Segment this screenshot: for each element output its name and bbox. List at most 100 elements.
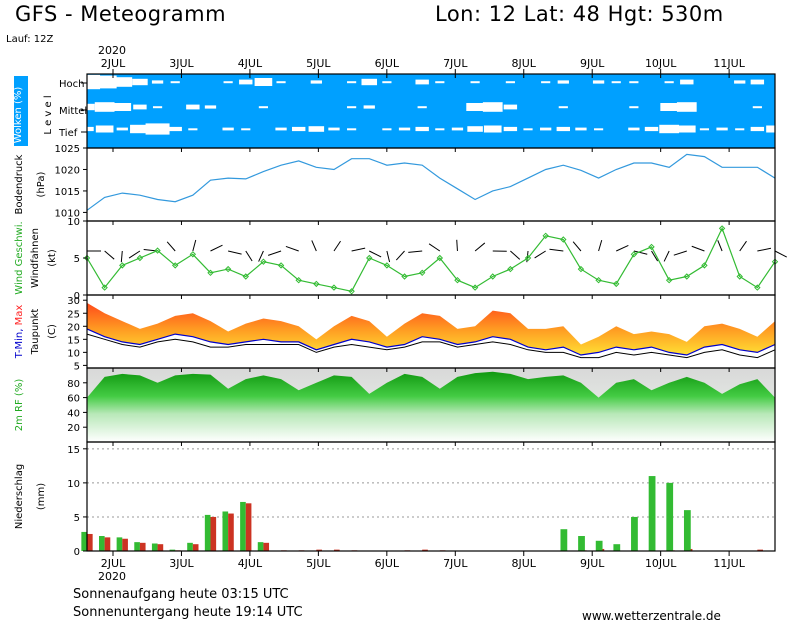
wind-point bbox=[366, 254, 373, 262]
precipitation-tick-label: 0 bbox=[74, 547, 80, 558]
wind-point bbox=[507, 265, 514, 273]
wind-point bbox=[348, 288, 355, 295]
temperature-ylabel2: Taupunkt bbox=[30, 309, 41, 356]
precip-bar bbox=[578, 536, 585, 551]
cloud-cell bbox=[276, 81, 286, 84]
precip-bar bbox=[228, 513, 234, 551]
cloud-cell bbox=[415, 79, 429, 85]
temperature-range-area bbox=[87, 302, 775, 355]
cloud-cell bbox=[541, 81, 551, 84]
cloud-cell bbox=[113, 103, 132, 111]
pressure-tick-label: 1015 bbox=[55, 187, 80, 198]
wind-barb bbox=[616, 244, 629, 252]
wind-point bbox=[189, 251, 197, 258]
precip-bar bbox=[631, 516, 638, 551]
wind-barb bbox=[311, 240, 317, 252]
precipitation-tick-label: 5 bbox=[74, 513, 80, 524]
cloud-cell bbox=[415, 126, 429, 132]
precip-bar bbox=[81, 531, 87, 551]
wind-point bbox=[771, 258, 779, 265]
precip-bar bbox=[104, 537, 111, 551]
cloud-cell bbox=[152, 106, 163, 109]
precip-bar bbox=[187, 542, 193, 551]
wind-point bbox=[630, 251, 638, 258]
cloud-cell bbox=[188, 128, 198, 131]
precip-bar bbox=[240, 501, 246, 551]
wind-barb bbox=[395, 250, 405, 261]
wind-barb bbox=[120, 250, 123, 263]
wind-barb bbox=[739, 240, 747, 252]
cloud-cell bbox=[664, 81, 674, 84]
pressure-line bbox=[86, 153, 776, 211]
precip-bar bbox=[683, 510, 691, 551]
wind-barb bbox=[386, 250, 391, 263]
cloud-cell bbox=[151, 80, 164, 84]
cloud-cell bbox=[186, 104, 200, 110]
wind-barb bbox=[673, 250, 687, 256]
cloud-level-label: Hoch bbox=[59, 79, 84, 90]
cloud-cell bbox=[482, 102, 503, 112]
precip-bar bbox=[151, 543, 158, 551]
website-credit: www.wetterzentrale.de bbox=[582, 609, 721, 623]
day-label-bottom: 9JUL bbox=[580, 557, 605, 570]
cloud-cell bbox=[417, 106, 427, 109]
year-top: 2020 bbox=[98, 44, 126, 57]
temperature-ylabel: T-Min, Max bbox=[14, 305, 25, 360]
day-label-bottom: 11JUL bbox=[713, 557, 745, 570]
cloud-cell bbox=[735, 128, 745, 131]
precip-bar bbox=[204, 514, 211, 551]
precip-bar bbox=[98, 536, 105, 551]
precip-bar bbox=[192, 544, 199, 551]
cloud-cell bbox=[628, 127, 640, 131]
wind-point bbox=[736, 273, 743, 280]
cloud-cell bbox=[483, 125, 502, 133]
wind-ylabel: Wind Geschwi. bbox=[14, 221, 25, 294]
wind-point bbox=[154, 247, 161, 254]
wind-frame bbox=[86, 220, 776, 296]
precip-unit: (mm) bbox=[36, 483, 47, 510]
precip-bar bbox=[116, 537, 123, 551]
wind-barb bbox=[774, 250, 787, 258]
cloud-cell bbox=[254, 78, 273, 86]
precip-bar bbox=[257, 542, 264, 551]
cloud-cell bbox=[239, 79, 253, 85]
wind-point bbox=[471, 284, 479, 291]
wind-point bbox=[560, 236, 567, 243]
precipitation-tick-label: 10 bbox=[67, 479, 80, 490]
day-label-bottom: 7JUL bbox=[443, 557, 468, 570]
wind-point bbox=[524, 254, 532, 262]
wind-barb bbox=[192, 239, 197, 252]
wind-barb bbox=[549, 248, 564, 252]
cloud-ylabel-bg bbox=[14, 76, 28, 146]
wind-tick-label: 5 bbox=[74, 254, 80, 265]
wind-point bbox=[171, 262, 179, 269]
precip-bar bbox=[122, 538, 128, 551]
cloud-level-label: Tief bbox=[58, 128, 78, 139]
cloud-cell bbox=[660, 103, 678, 111]
cloud-cell bbox=[347, 106, 357, 109]
wind-point bbox=[683, 273, 691, 280]
precip-bar bbox=[134, 542, 140, 551]
cloud-ylabel: Wolken (%) bbox=[13, 87, 24, 144]
precipitation-tick-label: 15 bbox=[67, 445, 80, 456]
humidity-ylabel: 2m RF (%) bbox=[14, 379, 25, 432]
cloud-cell bbox=[94, 102, 115, 112]
cloud-cell bbox=[699, 128, 710, 131]
wind-point bbox=[260, 258, 267, 265]
wind-point bbox=[577, 265, 585, 273]
cloud-cell bbox=[676, 102, 697, 112]
wind-point bbox=[101, 284, 108, 291]
wind-barb bbox=[408, 250, 423, 253]
precip-bar bbox=[648, 476, 656, 551]
wind-tick-label: 10 bbox=[67, 217, 80, 228]
cloud-cell bbox=[116, 127, 128, 131]
precip-bar bbox=[333, 549, 340, 551]
day-label-bottom: 4JUL bbox=[238, 557, 263, 570]
wind-barb bbox=[428, 243, 441, 252]
cloud-level-label: Mittel bbox=[59, 106, 87, 117]
wind-point bbox=[401, 273, 408, 280]
cloud-cell bbox=[223, 81, 233, 84]
cloud-cell bbox=[145, 123, 170, 135]
precip-bar bbox=[263, 542, 270, 551]
